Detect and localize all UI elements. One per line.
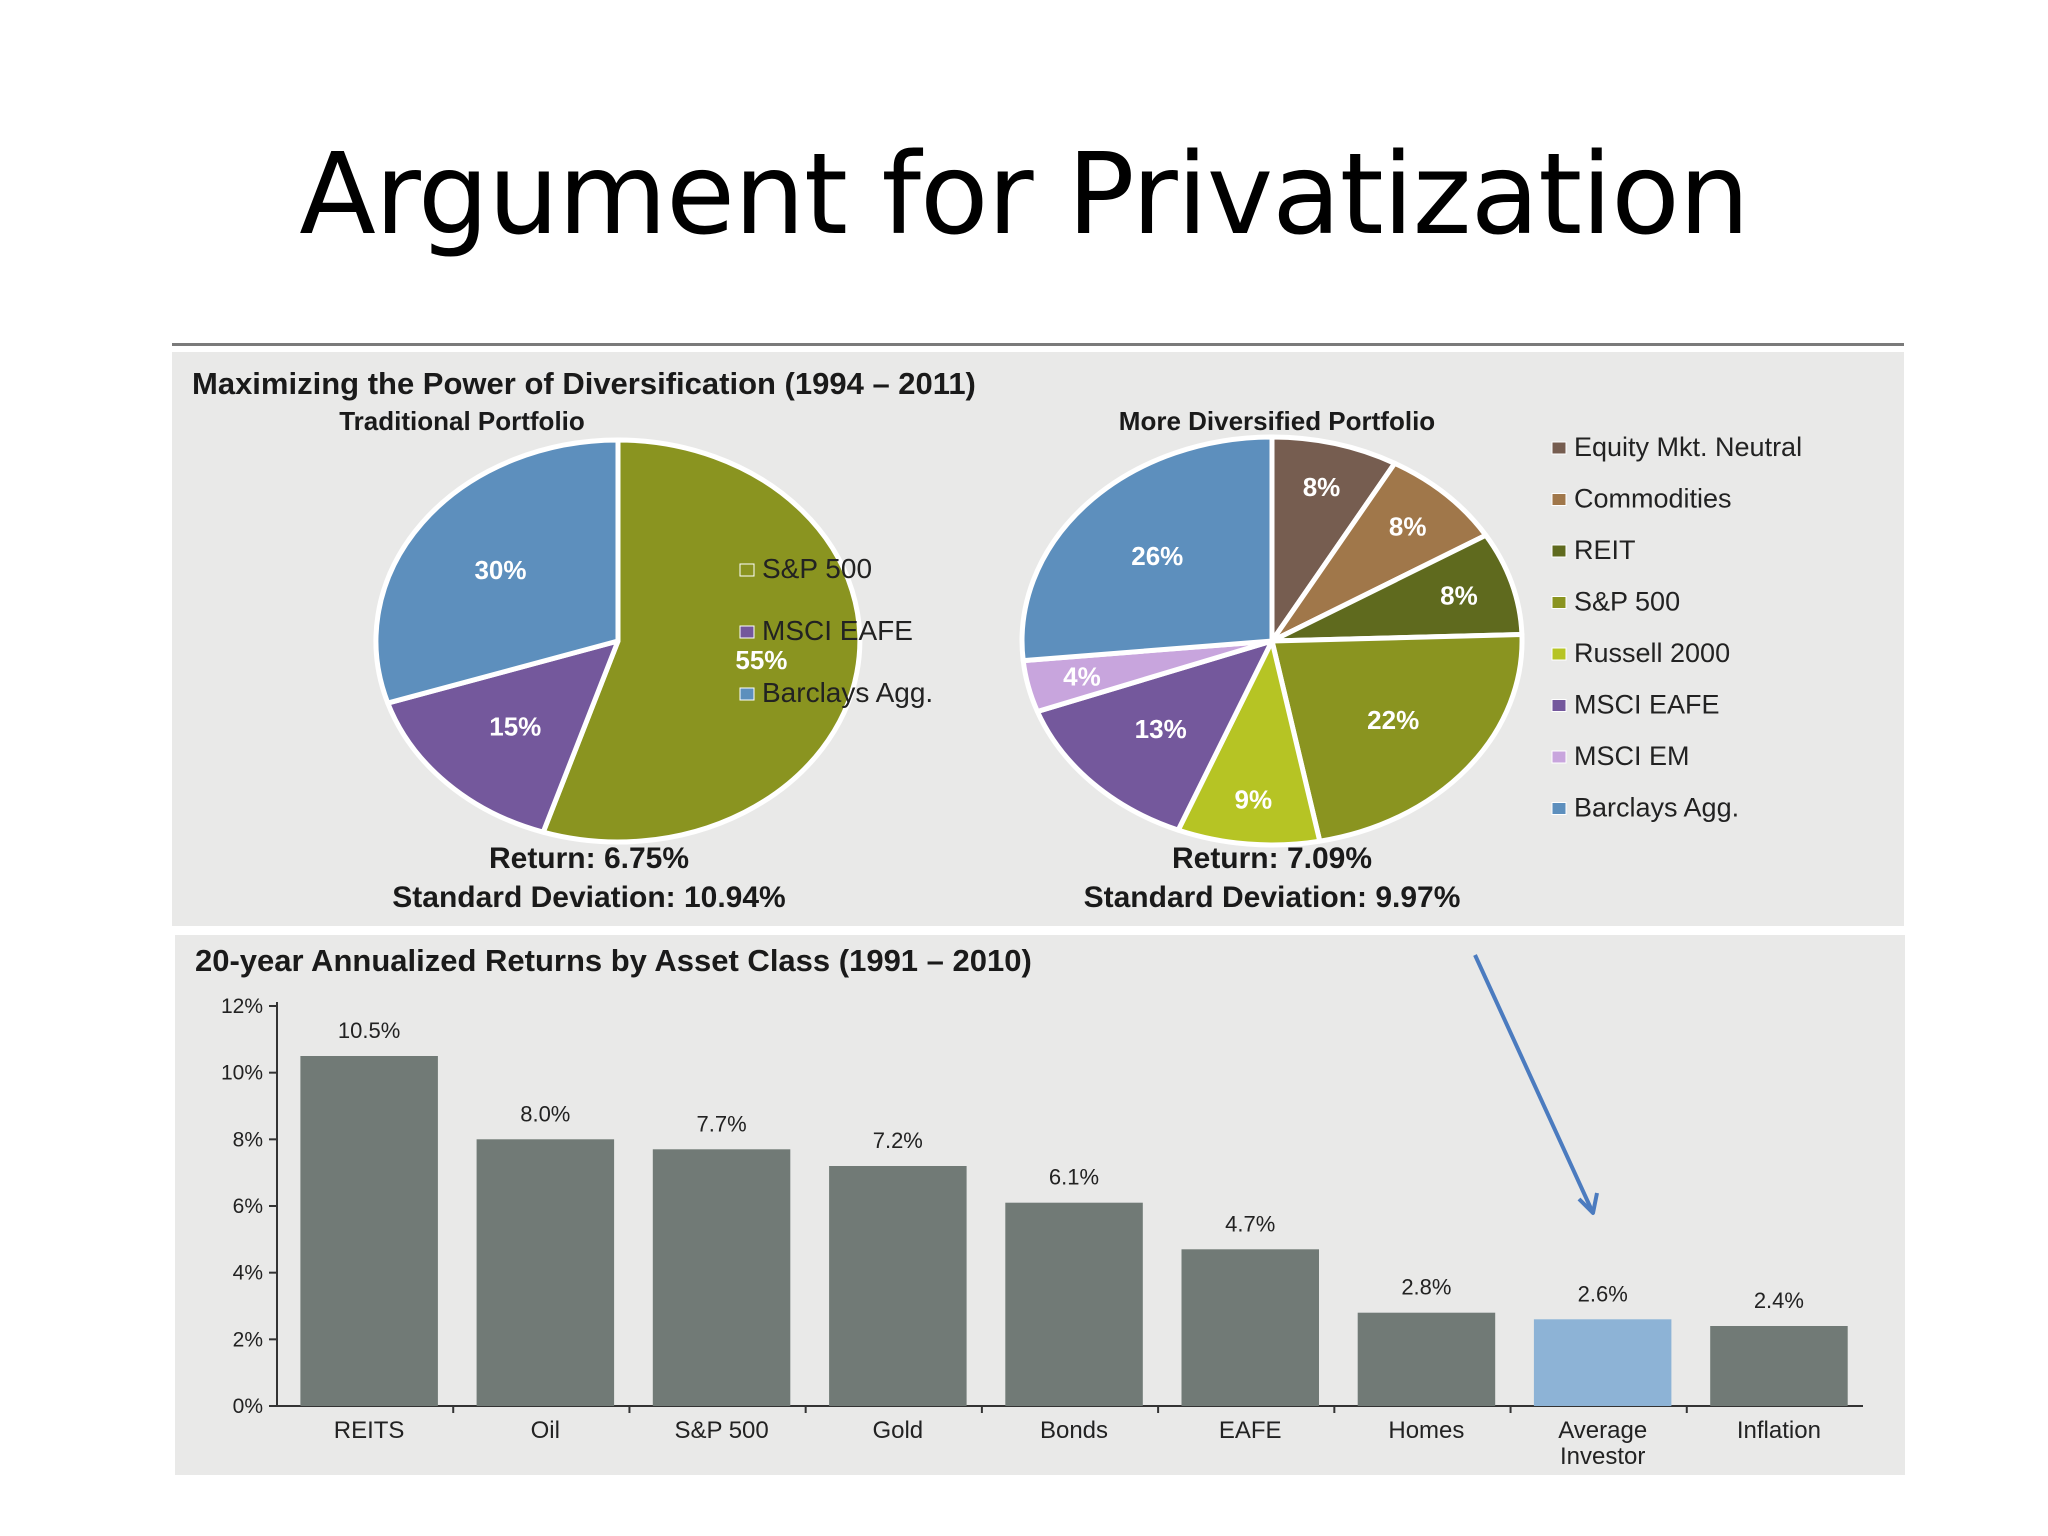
diversification-panel-title: Maximizing the Power of Diversification …: [192, 366, 976, 401]
diversified-legend-swatch-russell-2000: [1551, 647, 1567, 661]
diversified-legend-label-s-p-500: S&P 500: [1574, 587, 1680, 617]
slide-title: Argument for Privatization: [299, 130, 1750, 260]
x-tick-label-reits: REITS: [334, 1417, 405, 1444]
y-tick-label: 2%: [233, 1328, 263, 1351]
diversified-slice-label-russell-2000: 9%: [1235, 784, 1273, 814]
title-divider: [172, 343, 1904, 346]
diversified-legend-label-russell-2000: Russell 2000: [1574, 638, 1730, 668]
traditional-legend-label-barclays-agg: Barclays Agg.: [762, 677, 933, 708]
traditional-return-label: Return: 6.75%: [489, 842, 689, 875]
x-tick-label-inflation: Inflation: [1737, 1417, 1821, 1444]
diversified-return-label: Return: 7.09%: [1172, 842, 1372, 875]
y-tick-label: 6%: [233, 1195, 263, 1218]
diversified-stdev-label: Standard Deviation: 9.97%: [1084, 881, 1461, 914]
bar-value-label-average-investor: 2.6%: [1578, 1281, 1628, 1306]
diversified-portfolio-title: More Diversified Portfolio: [1119, 406, 1435, 436]
traditional-slice-label-barclays-agg: 30%: [474, 555, 526, 585]
x-tick-label-eafe: EAFE: [1219, 1417, 1282, 1444]
diversified-slice-label-msci-em: 4%: [1063, 661, 1101, 691]
traditional-portfolio-title: Traditional Portfolio: [339, 406, 585, 436]
traditional-slice-label-s-p-500: 55%: [735, 645, 787, 675]
traditional-slice-s-p-500: [540, 437, 863, 845]
diversified-slice-label-equity-mkt-neutral: 8%: [1303, 472, 1341, 502]
diversified-slice-label-barclays-agg: 26%: [1131, 541, 1183, 571]
traditional-legend-swatch-barclays-agg: [739, 687, 755, 701]
diversified-slice-commodities: [1269, 460, 1489, 644]
bar-reits: [300, 1056, 438, 1406]
x-tick-label-homes: Homes: [1388, 1417, 1464, 1444]
diversified-slice-reit: [1269, 532, 1525, 644]
returns-chart-title: 20-year Annualized Returns by Asset Clas…: [195, 943, 1032, 978]
returns-bar-chart: 20-year Annualized Returns by Asset Clas…: [195, 943, 1863, 1470]
diversified-legend-swatch-commodities: [1551, 493, 1567, 506]
annotation-arrow: [1473, 954, 1595, 1214]
diversified-slice-label-commodities: 8%: [1389, 512, 1427, 542]
bar-bonds: [1005, 1202, 1143, 1406]
y-tick-label: 12%: [221, 995, 263, 1018]
bar-oil: [476, 1139, 615, 1406]
bar-homes: [1357, 1312, 1496, 1406]
bar-gold: [829, 1166, 967, 1406]
diversified-legend-swatch-msci-em: [1551, 750, 1567, 764]
diversified-legend-label-msci-eafe: MSCI EAFE: [1574, 690, 1720, 720]
diversification-pie-charts: Maximizing the Power of Diversification …: [192, 366, 1802, 914]
diversified-legend-label-commodities: Commodities: [1574, 484, 1732, 514]
traditional-legend-swatch-msci-eafe: [739, 625, 755, 639]
bar-value-label-inflation: 2.4%: [1754, 1288, 1804, 1313]
bar-value-label-bonds: 6.1%: [1049, 1165, 1099, 1190]
diversified-slice-label-s-p-500: 22%: [1367, 705, 1419, 735]
bar-value-label-homes: 2.8%: [1401, 1275, 1451, 1300]
y-tick-label: 4%: [233, 1262, 263, 1285]
diversified-slice-label-msci-eafe: 13%: [1135, 714, 1187, 744]
x-tick-label-s-p-500: S&P 500: [674, 1417, 768, 1444]
diversified-legend-swatch-msci-eafe: [1551, 699, 1567, 712]
traditional-legend-label-msci-eafe: MSCI EAFE: [762, 615, 913, 646]
x-tick-label-oil: Oil: [531, 1417, 560, 1444]
bar-value-label-gold: 7.2%: [873, 1128, 923, 1153]
x-tick-label-bonds: Bonds: [1040, 1417, 1108, 1444]
diversified-slice-barclays-agg: [1019, 434, 1275, 664]
diversified-legend-swatch-barclays-agg: [1551, 802, 1567, 815]
bar-eafe: [1181, 1249, 1319, 1406]
diversified-legend-label-msci-em: MSCI EM: [1574, 741, 1690, 771]
bar-inflation: [1710, 1326, 1848, 1406]
traditional-stdev-label: Standard Deviation: 10.94%: [392, 881, 785, 914]
diversified-legend-label-barclays-agg: Barclays Agg.: [1574, 793, 1739, 823]
bar-value-label-reits: 10.5%: [338, 1018, 400, 1043]
diversified-legend-swatch-equity-mkt-neutral: [1551, 441, 1567, 455]
traditional-slice-label-msci-eafe: 15%: [489, 711, 541, 741]
x-tick-label-gold: Gold: [872, 1417, 923, 1444]
bar-average-investor: [1533, 1319, 1672, 1406]
diversified-slice-s-p-500: [1269, 632, 1525, 844]
diversified-slice-russell-2000: [1175, 638, 1323, 848]
diversified-slice-label-reit: 8%: [1440, 581, 1478, 611]
annotation-arrow-head: [1577, 1192, 1599, 1215]
bar-value-label-s-p-500: 7.7%: [697, 1111, 747, 1136]
diversified-legend-label-equity-mkt-neutral: Equity Mkt. Neutral: [1574, 432, 1802, 462]
bar-s-p-500: [652, 1149, 791, 1406]
diversified-legend-swatch-s-p-500: [1551, 596, 1567, 609]
diversified-slice-equity-mkt-neutral: [1269, 434, 1398, 644]
y-tick-label: 0%: [233, 1395, 263, 1418]
traditional-legend-label-s-p-500: S&P 500: [762, 553, 872, 584]
traditional-slice-barclays-agg: [373, 437, 621, 706]
y-tick-label: 8%: [233, 1128, 263, 1151]
diversification-panel: Maximizing the Power of Diversification …: [172, 352, 1904, 926]
bar-value-label-eafe: 4.7%: [1225, 1211, 1275, 1236]
x-tick-label-average-investor: Average Investor: [1558, 1417, 1647, 1470]
diversified-slice-msci-eafe: [1034, 638, 1275, 833]
bar-value-label-oil: 8.0%: [520, 1101, 570, 1126]
traditional-legend-swatch-s-p-500: [739, 563, 755, 577]
diversified-legend-swatch-reit: [1551, 544, 1567, 558]
diversified-legend-label-reit: REIT: [1574, 535, 1636, 565]
returns-panel: 20-year Annualized Returns by Asset Clas…: [175, 935, 1905, 1475]
y-tick-label: 10%: [221, 1062, 263, 1085]
